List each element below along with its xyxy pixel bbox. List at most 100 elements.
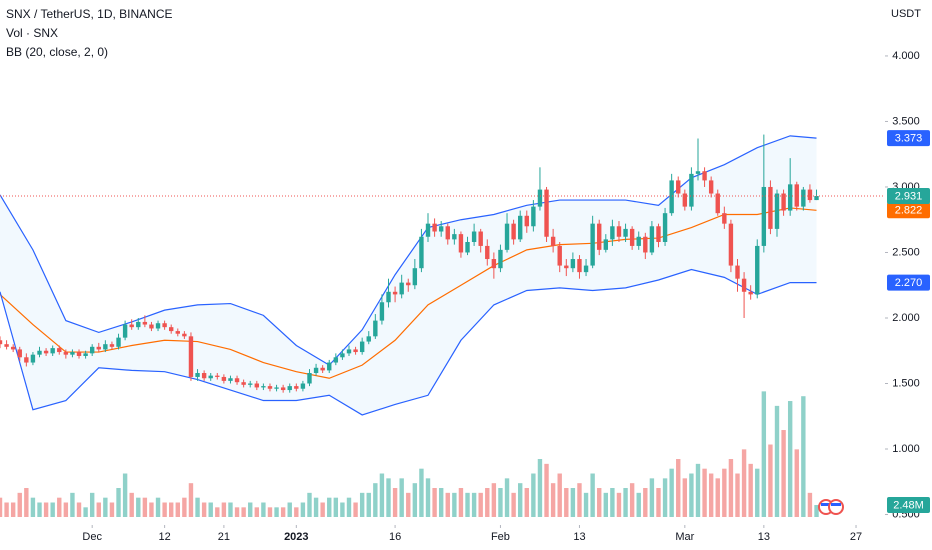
volume-bar (801, 396, 806, 517)
volume-bar (419, 468, 424, 517)
volume-bar (629, 483, 635, 517)
volume-bar (320, 502, 325, 517)
candle-body (708, 180, 714, 194)
candle-body (583, 265, 589, 273)
band-line (0, 268, 817, 416)
volume-bar (373, 483, 378, 517)
volume-bar (313, 497, 319, 517)
volume-bar (570, 488, 576, 517)
volume-bar (452, 492, 457, 517)
volume-bar (195, 497, 200, 517)
volume-bar (590, 473, 595, 517)
volume-bar (735, 473, 740, 517)
candle-body (406, 282, 411, 286)
event-icon-part (821, 503, 831, 506)
candle-body (241, 382, 246, 385)
candle-body (320, 367, 325, 371)
candle-body (715, 193, 720, 214)
price-tag-label: 3.373 (895, 133, 923, 145)
indicator-label: Vol · SNX (6, 26, 58, 40)
volume-bar (544, 463, 549, 517)
volume-bar (748, 463, 753, 517)
candle-body (471, 231, 477, 242)
candle-body (399, 282, 404, 295)
candle-body (412, 268, 418, 286)
volume-bar (504, 478, 510, 517)
volume-bar (807, 492, 813, 517)
price-tag-label: 2.822 (895, 205, 923, 217)
candle-body (359, 341, 365, 353)
candle-body (807, 189, 813, 201)
candle-body (741, 278, 747, 292)
candle-body (570, 259, 576, 269)
candle-body (274, 387, 279, 389)
candle-body (649, 226, 655, 253)
volume-bar (702, 468, 707, 517)
volume-bar (577, 483, 582, 517)
candle-body (682, 193, 688, 207)
volume-bar (715, 478, 720, 517)
candle-body (215, 375, 220, 377)
volume-bar (425, 478, 431, 517)
candle-body (623, 228, 628, 237)
candle-body (300, 383, 306, 389)
volume-bar (162, 502, 167, 517)
candle-body (597, 223, 602, 250)
volume-bar (392, 488, 398, 517)
candle-body (478, 231, 483, 246)
volume-bar (182, 497, 187, 517)
axes: 0.5001.0001.5002.0002.5003.0003.5004.000… (82, 50, 919, 543)
candle-body (669, 180, 674, 214)
price-tag (887, 130, 930, 147)
candle-body (122, 324, 128, 338)
candle-body (103, 344, 108, 350)
x-tick-label: 12 (158, 531, 170, 543)
volume-bar (669, 468, 674, 517)
candle-body (557, 245, 562, 266)
volume-bar (149, 502, 154, 517)
volume-bar (155, 497, 161, 517)
candle-body (748, 291, 753, 295)
candle-body (294, 386, 299, 389)
candle-body (76, 352, 82, 356)
price-tag (887, 202, 930, 219)
volume-bar (656, 488, 661, 517)
volume-bar (379, 473, 385, 517)
volume-bar (432, 488, 437, 517)
volume-bar (50, 502, 55, 517)
volume-bar (274, 507, 279, 517)
candle-body (491, 259, 497, 269)
candle-body (333, 357, 339, 363)
candle-body (445, 226, 450, 240)
candle-body (768, 186, 773, 229)
candle-body (544, 189, 549, 237)
volume-bar (682, 478, 688, 517)
candle-body (10, 346, 16, 350)
currency-label: USDT (891, 8, 921, 20)
volume-bar (524, 488, 529, 517)
volume-bar (438, 488, 444, 517)
candle-body (735, 265, 740, 279)
band-line (0, 207, 817, 379)
volume-bar (280, 507, 286, 517)
volume-bar (695, 463, 701, 517)
candle-body (89, 346, 95, 354)
volume-bar (458, 488, 464, 517)
candle-body (452, 234, 457, 240)
volume-bar (261, 502, 266, 517)
y-tick-label: 3.500 (892, 115, 920, 127)
candle-body (386, 291, 391, 303)
volume-bar (406, 492, 411, 517)
volume-bar (550, 483, 556, 517)
volume-bar (346, 497, 352, 517)
volume-bar (83, 507, 88, 517)
volume-bar (794, 449, 799, 517)
candle-body (188, 336, 194, 377)
candle-body (4, 344, 9, 347)
y-tick-label: 2.000 (892, 312, 920, 324)
volume-bar (122, 473, 128, 517)
candle-body (438, 226, 444, 232)
volume-bar (708, 473, 714, 517)
volume-bar (412, 483, 418, 517)
candle-body (96, 346, 101, 350)
